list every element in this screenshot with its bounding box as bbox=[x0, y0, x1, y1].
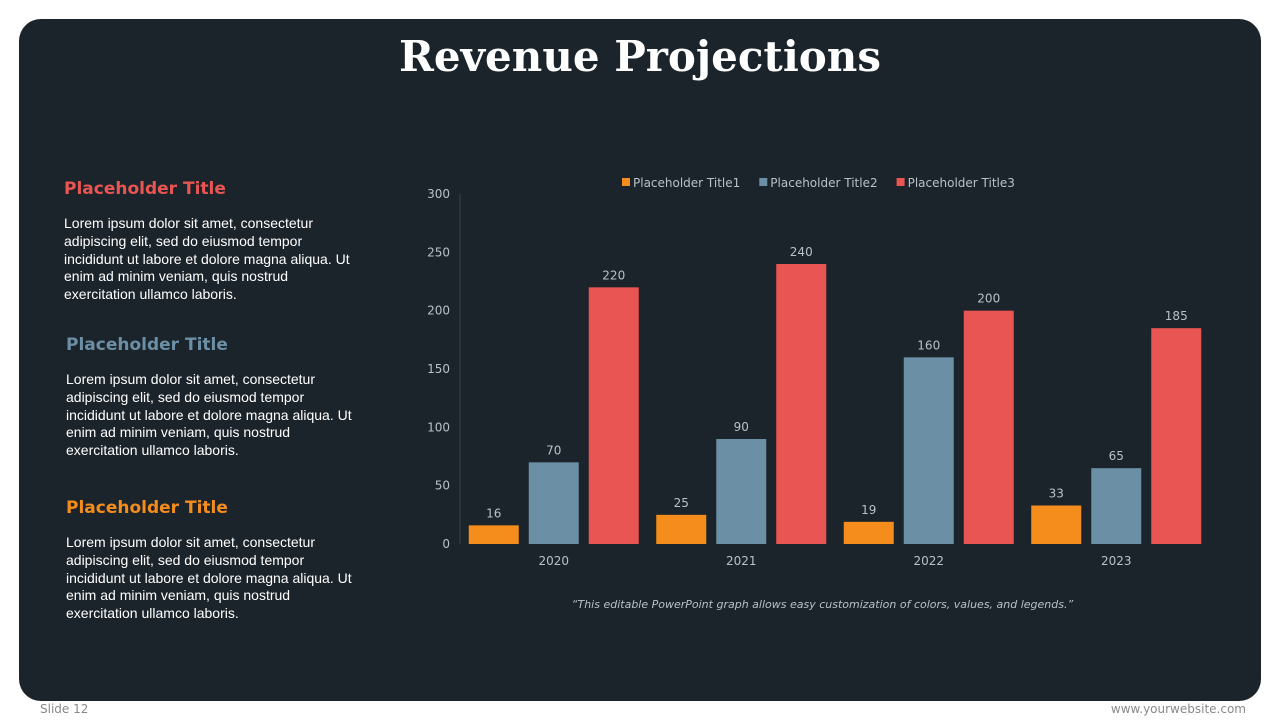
data-label: 220 bbox=[602, 268, 625, 282]
y-tick-label: 0 bbox=[442, 537, 450, 551]
section-2-body: Lorem ipsum dolor sit amet, consectetur … bbox=[66, 371, 352, 459]
slide-number: Slide 12 bbox=[40, 702, 89, 716]
bar-2021-1 bbox=[656, 514, 707, 544]
legend-label: Placeholder Title2 bbox=[770, 176, 877, 190]
section-1: Placeholder Title Lorem ipsum dolor sit … bbox=[64, 179, 354, 304]
legend-swatch bbox=[896, 178, 905, 186]
legend-swatch bbox=[622, 178, 630, 186]
x-category-label: 2021 bbox=[726, 554, 757, 568]
x-category-label: 2020 bbox=[538, 554, 569, 568]
data-label: 200 bbox=[977, 292, 1000, 306]
bar-2021-2 bbox=[716, 439, 767, 544]
legend-swatch bbox=[759, 178, 768, 186]
bar-2020-1 bbox=[468, 525, 519, 544]
section-2: Placeholder Title Lorem ipsum dolor sit … bbox=[66, 335, 356, 460]
section-3-body: Lorem ipsum dolor sit amet, consectetur … bbox=[66, 534, 352, 622]
data-label: 33 bbox=[1049, 487, 1064, 501]
y-tick-label: 300 bbox=[427, 187, 450, 201]
bar-2023-3 bbox=[1151, 328, 1202, 544]
data-label: 16 bbox=[486, 506, 501, 520]
y-tick-label: 100 bbox=[427, 420, 450, 434]
x-category-label: 2022 bbox=[913, 554, 944, 568]
data-label: 240 bbox=[790, 245, 813, 259]
chart-caption: “This editable PowerPoint graph allows e… bbox=[571, 598, 1074, 611]
bar-2022-1 bbox=[843, 521, 894, 544]
bar-2020-3 bbox=[588, 287, 639, 544]
section-2-title: Placeholder Title bbox=[66, 335, 228, 355]
website-url: www.yourwebsite.com bbox=[1110, 702, 1246, 716]
y-tick-label: 250 bbox=[427, 245, 450, 259]
data-label: 19 bbox=[861, 503, 876, 517]
bar-2023-2 bbox=[1091, 468, 1142, 544]
data-label: 90 bbox=[734, 420, 749, 434]
x-category-label: 2023 bbox=[1101, 554, 1132, 568]
data-label: 70 bbox=[546, 443, 561, 457]
data-label: 25 bbox=[674, 496, 689, 510]
bar-2020-2 bbox=[528, 462, 579, 544]
slide-panel bbox=[19, 19, 1261, 701]
bar-2022-2 bbox=[903, 357, 954, 544]
section-1-body: Lorem ipsum dolor sit amet, consectetur … bbox=[64, 215, 350, 303]
slide-title: Revenue Projections bbox=[399, 32, 881, 81]
y-tick-label: 150 bbox=[427, 362, 450, 376]
y-tick-label: 200 bbox=[427, 304, 450, 318]
legend-label: Placeholder Title1 bbox=[633, 176, 740, 190]
data-label: 65 bbox=[1109, 449, 1124, 463]
bar-2022-3 bbox=[963, 310, 1014, 544]
data-label: 185 bbox=[1165, 309, 1188, 323]
section-3-title: Placeholder Title bbox=[66, 498, 228, 518]
bar-2023-1 bbox=[1031, 505, 1082, 544]
data-label: 160 bbox=[917, 338, 940, 352]
section-1-title: Placeholder Title bbox=[64, 179, 226, 199]
revenue-bar-chart: 0 50 100 150 200 250 300 Placeholder Title1 Plac… bbox=[427, 176, 1202, 568]
bar-2021-3 bbox=[776, 264, 827, 544]
y-tick-label: 50 bbox=[435, 479, 450, 493]
section-3: Placeholder Title Lorem ipsum dolor sit … bbox=[66, 498, 356, 623]
legend-label: Placeholder Title3 bbox=[908, 176, 1015, 190]
